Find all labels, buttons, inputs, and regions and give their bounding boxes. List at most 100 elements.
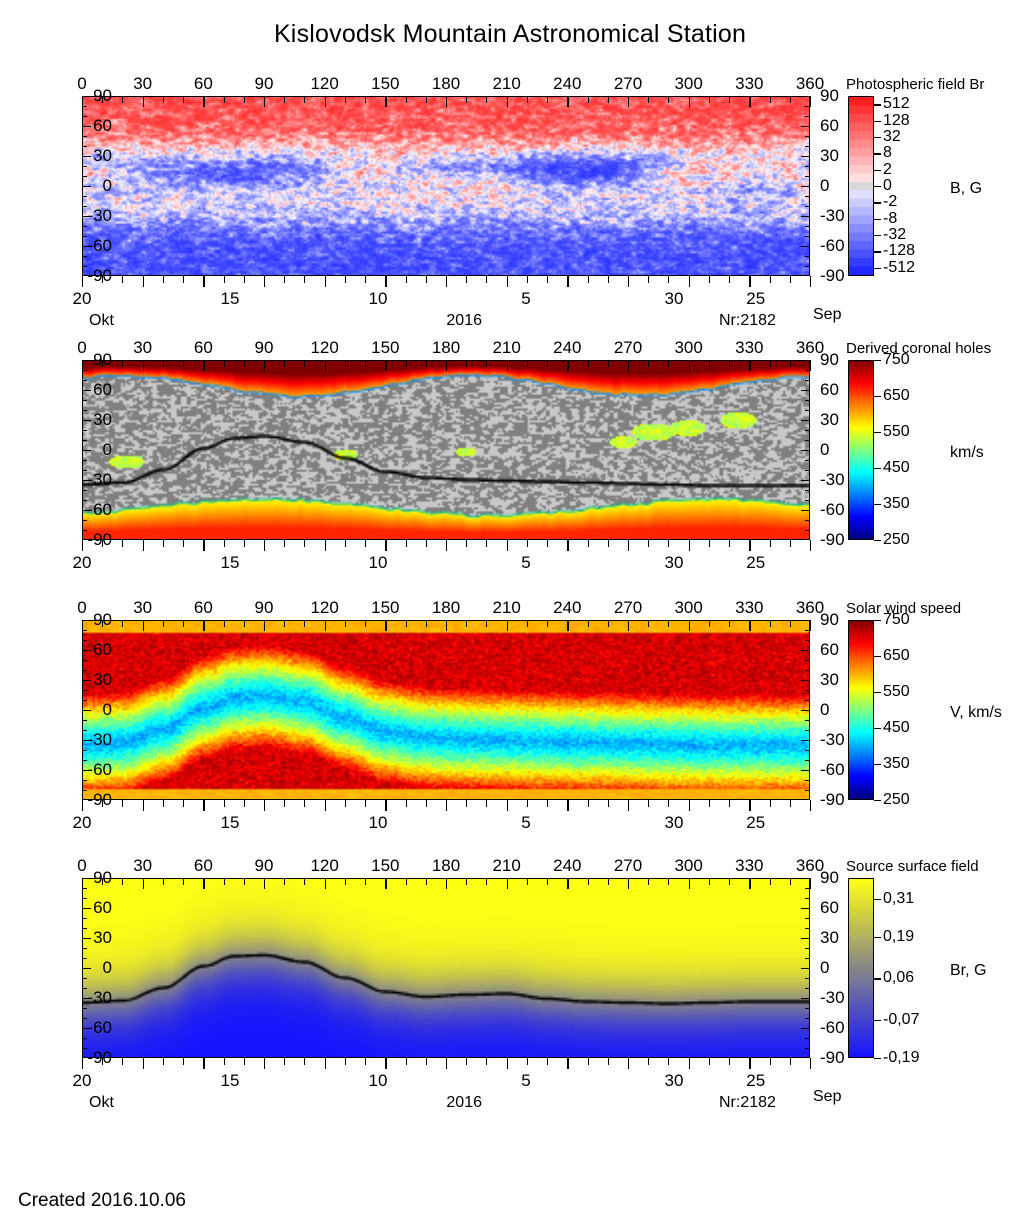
axis-tick	[203, 360, 205, 371]
colorbar-tick	[874, 120, 881, 122]
axis-tick	[805, 196, 810, 198]
plot-area-derived-coronal-holes[interactable]	[82, 360, 810, 540]
x-tick-label: 210	[492, 338, 521, 357]
colorbar-unit-derived-coronal-holes: km/s	[950, 444, 984, 461]
colorbar-tick	[874, 267, 881, 270]
axis-tick	[82, 620, 84, 631]
axis-tick	[805, 1008, 810, 1010]
colorbar-tick	[874, 202, 881, 204]
axis-tick	[142, 360, 145, 371]
axis-tick	[243, 878, 245, 885]
y-axis-labels-left-1: 90 60 30 0 -30 -60 -90	[72, 86, 112, 285]
y-tick-label: 0	[820, 700, 830, 719]
axis-tick	[801, 908, 810, 910]
axis-tick	[668, 276, 670, 283]
axis-tick	[506, 878, 509, 889]
y-tick-label: 60	[820, 380, 839, 399]
axis-tick	[805, 370, 810, 372]
axis-tick	[183, 620, 185, 627]
axis-tick	[82, 730, 87, 732]
month-label-right: Sep	[813, 1088, 842, 1105]
x-tick-label: 180	[431, 338, 461, 357]
date-tick-label: 15	[220, 1071, 240, 1090]
axis-tick	[82, 246, 91, 248]
axis-tick	[805, 918, 810, 920]
axis-tick	[789, 800, 791, 807]
axis-tick	[183, 878, 185, 885]
axis-tick	[82, 530, 87, 532]
date-tick-label: 10	[368, 289, 388, 308]
axis-tick	[607, 878, 609, 885]
axis-tick	[82, 968, 91, 970]
colorbar-tick	[874, 504, 881, 506]
axis-tick	[801, 126, 810, 128]
axis-tick	[264, 360, 266, 371]
axis-tick	[102, 620, 104, 627]
axis-tick	[365, 540, 367, 547]
axis-tick	[82, 450, 91, 452]
axis-tick	[183, 1058, 185, 1065]
axis-tick	[567, 1058, 569, 1069]
axis-tick	[324, 1058, 327, 1069]
axis-tick	[810, 800, 812, 811]
axis-tick	[203, 878, 205, 889]
y-tick-label: -90	[820, 530, 845, 549]
axis-tick	[122, 276, 124, 283]
axis-tick	[142, 878, 145, 889]
plot-area-photospheric-field[interactable]	[82, 96, 810, 276]
axis-tick	[82, 1038, 87, 1040]
colorbar-tick-label: 350	[883, 755, 910, 772]
axis-tick	[82, 540, 84, 551]
axis-tick	[82, 908, 91, 910]
axis-tick	[304, 540, 306, 547]
axis-tick	[82, 640, 87, 642]
axis-tick	[506, 800, 509, 811]
axis-tick	[805, 760, 810, 762]
axis-tick	[405, 96, 407, 103]
year-label: 2016	[446, 1094, 482, 1111]
colorbar-tick	[874, 251, 881, 253]
axis-tick	[223, 540, 225, 547]
axis-tick	[365, 878, 367, 885]
axis-tick	[805, 266, 810, 268]
axis-tick	[628, 540, 630, 551]
axis-tick	[789, 96, 791, 103]
axis-tick	[688, 800, 691, 811]
x-tick-label: 240	[553, 598, 582, 617]
y-axis-labels-right-2: 90 60 30 0 -30 -60 -90	[820, 350, 860, 549]
axis-tick	[82, 888, 87, 890]
colorbar-tick-label: 2	[883, 160, 892, 178]
axis-tick	[769, 620, 771, 627]
axis-tick	[749, 540, 751, 551]
axis-tick	[729, 620, 731, 627]
axis-tick	[405, 800, 407, 807]
colorbar-tick-label: 350	[883, 495, 910, 512]
axis-tick	[526, 620, 528, 627]
axis-tick	[82, 948, 87, 950]
plot-area-source-surface-field[interactable]	[82, 878, 810, 1058]
x-tick-label: 90	[254, 338, 274, 357]
x-tick-label: 60	[193, 74, 213, 93]
y-tick-label: 0	[820, 176, 830, 195]
x-tick-label: 60	[193, 598, 213, 617]
axis-tick	[567, 96, 569, 107]
axis-tick	[82, 126, 91, 128]
y-tick-label: 0	[102, 700, 112, 719]
x-tick-label: 120	[310, 598, 339, 617]
axis-tick	[810, 360, 812, 371]
axis-tick	[162, 96, 164, 103]
x-tick-label: 270	[613, 338, 643, 357]
colorbar-tick-label: 650	[883, 647, 910, 664]
axis-tick	[466, 360, 468, 367]
axis-tick	[405, 540, 407, 547]
axis-tick	[446, 1058, 448, 1069]
colorbar-tick-label: 750	[883, 351, 910, 368]
y-tick-label: -30	[87, 470, 112, 489]
colorbar-ticks-source-surface-field: 0,31 0,19 0,06 -0,07 -0,19	[874, 878, 964, 1066]
date-tick-label: 10	[368, 813, 388, 832]
axis-tick	[82, 878, 84, 889]
plot-area-solar-wind-speed[interactable]	[82, 620, 810, 800]
axis-tick	[547, 276, 549, 283]
axis-tick	[446, 96, 448, 107]
axis-tick	[587, 800, 589, 807]
